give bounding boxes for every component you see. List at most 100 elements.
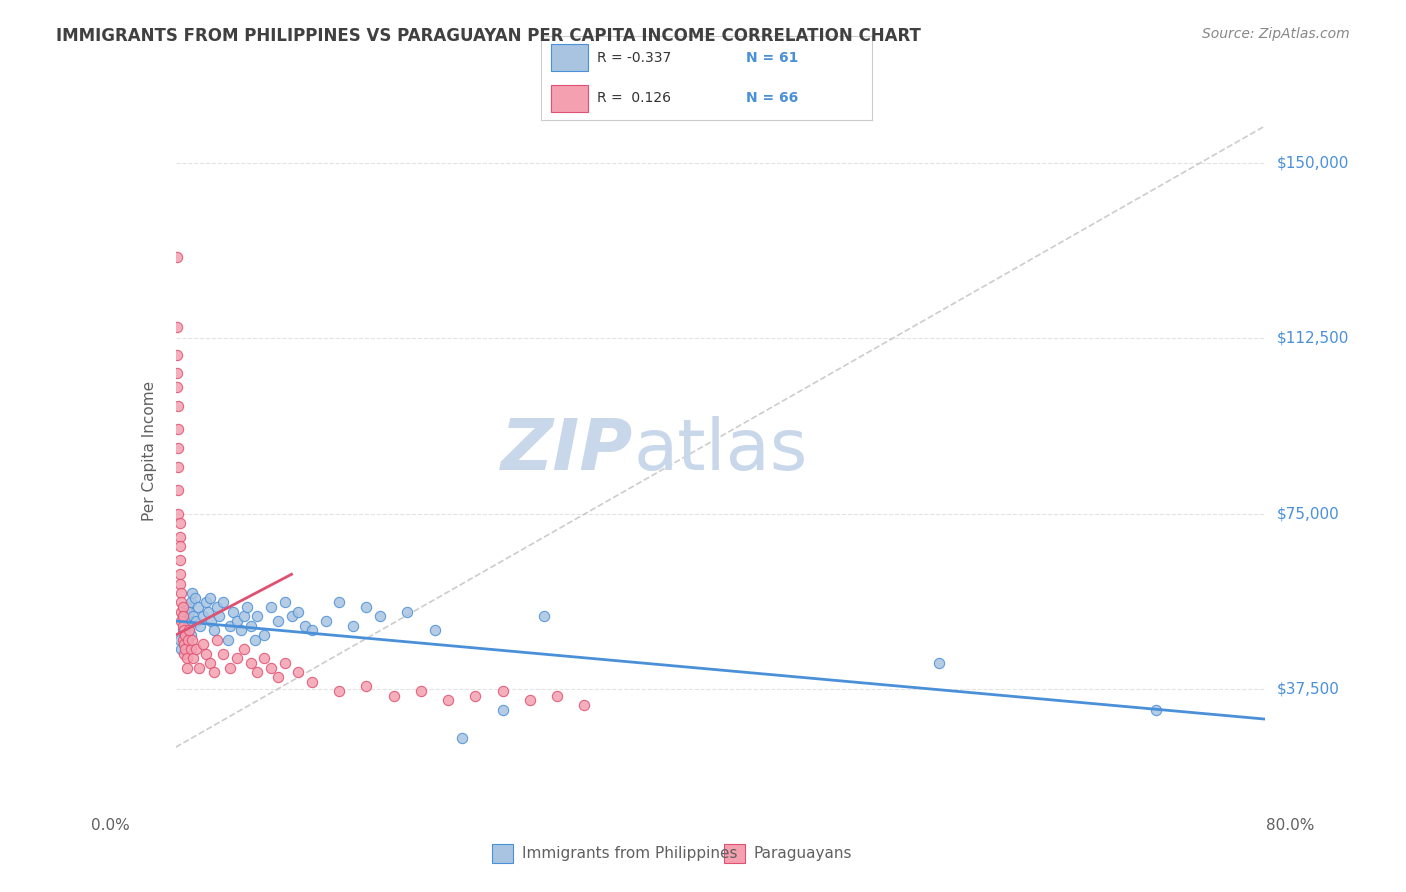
Point — [212, 647, 235, 661]
Point — [267, 670, 290, 684]
Point — [194, 595, 217, 609]
Point — [253, 628, 276, 642]
Point — [167, 399, 190, 413]
Point — [260, 599, 283, 614]
Point — [246, 609, 269, 624]
Point — [260, 661, 283, 675]
Point — [170, 595, 193, 609]
Point — [176, 632, 198, 647]
Point — [172, 632, 194, 647]
Point — [231, 624, 253, 638]
Point — [243, 632, 266, 647]
Bar — [492, 844, 513, 863]
Point — [181, 632, 204, 647]
Point — [173, 647, 195, 661]
Point — [172, 618, 194, 632]
Point — [208, 609, 231, 624]
Point — [169, 553, 191, 567]
Point — [174, 618, 197, 632]
Point — [267, 614, 290, 628]
Point — [167, 422, 190, 436]
Point — [186, 642, 208, 657]
Text: $112,500: $112,500 — [1277, 331, 1348, 346]
Bar — [724, 844, 745, 863]
Point — [169, 576, 191, 591]
Bar — [551, 44, 588, 71]
Point — [202, 624, 225, 638]
Point — [328, 684, 350, 698]
Point — [197, 605, 219, 619]
Point — [167, 483, 190, 498]
Point — [174, 628, 197, 642]
Point — [546, 689, 568, 703]
Point — [169, 530, 191, 544]
Point — [169, 516, 191, 530]
Point — [232, 642, 254, 657]
Point — [253, 651, 276, 665]
Point — [492, 703, 515, 717]
Point — [172, 624, 194, 638]
Point — [301, 674, 323, 689]
Point — [274, 656, 297, 670]
Point — [179, 624, 201, 638]
Text: atlas: atlas — [633, 416, 808, 485]
Text: R =  0.126: R = 0.126 — [598, 91, 672, 105]
Point — [186, 614, 208, 628]
Point — [191, 637, 214, 651]
Point — [188, 618, 211, 632]
Point — [166, 250, 188, 264]
Point — [301, 624, 323, 638]
Point — [167, 459, 190, 474]
Point — [205, 599, 228, 614]
Point — [166, 319, 188, 334]
Point — [191, 609, 214, 624]
Point — [166, 367, 188, 381]
Point — [219, 618, 242, 632]
Point — [177, 614, 200, 628]
Point — [173, 637, 195, 651]
Point — [1144, 703, 1167, 717]
Text: $75,000: $75,000 — [1277, 506, 1340, 521]
Point — [174, 628, 197, 642]
Point — [464, 689, 486, 703]
Point — [198, 656, 221, 670]
Point — [186, 599, 209, 614]
Point — [176, 599, 198, 614]
Point — [232, 609, 254, 624]
Text: ZIP: ZIP — [501, 416, 633, 485]
Point — [181, 586, 204, 600]
Point — [187, 661, 209, 675]
Point — [169, 567, 191, 582]
Point — [239, 618, 262, 632]
Point — [409, 684, 432, 698]
Point — [239, 656, 262, 670]
Point — [180, 628, 202, 642]
Point — [172, 609, 194, 624]
Point — [205, 632, 228, 647]
Point — [533, 609, 555, 624]
Point — [574, 698, 596, 712]
Point — [217, 632, 239, 647]
Point — [356, 680, 378, 694]
Point — [183, 651, 205, 665]
Point — [173, 637, 195, 651]
Text: Immigrants from Philippines: Immigrants from Philippines — [522, 847, 737, 861]
Point — [170, 614, 193, 628]
Point — [167, 441, 190, 455]
Point — [200, 614, 222, 628]
Point — [177, 632, 200, 647]
Point — [222, 605, 245, 619]
Point — [184, 591, 207, 605]
Point — [356, 599, 378, 614]
Point — [167, 507, 190, 521]
Text: 80.0%: 80.0% — [1267, 818, 1315, 832]
Point — [198, 591, 221, 605]
Point — [519, 693, 541, 707]
Text: $37,500: $37,500 — [1277, 681, 1340, 697]
Point — [287, 605, 309, 619]
Point — [202, 665, 225, 680]
Point — [170, 586, 193, 600]
Point — [342, 618, 364, 632]
Bar — [551, 85, 588, 112]
Point — [423, 624, 446, 638]
